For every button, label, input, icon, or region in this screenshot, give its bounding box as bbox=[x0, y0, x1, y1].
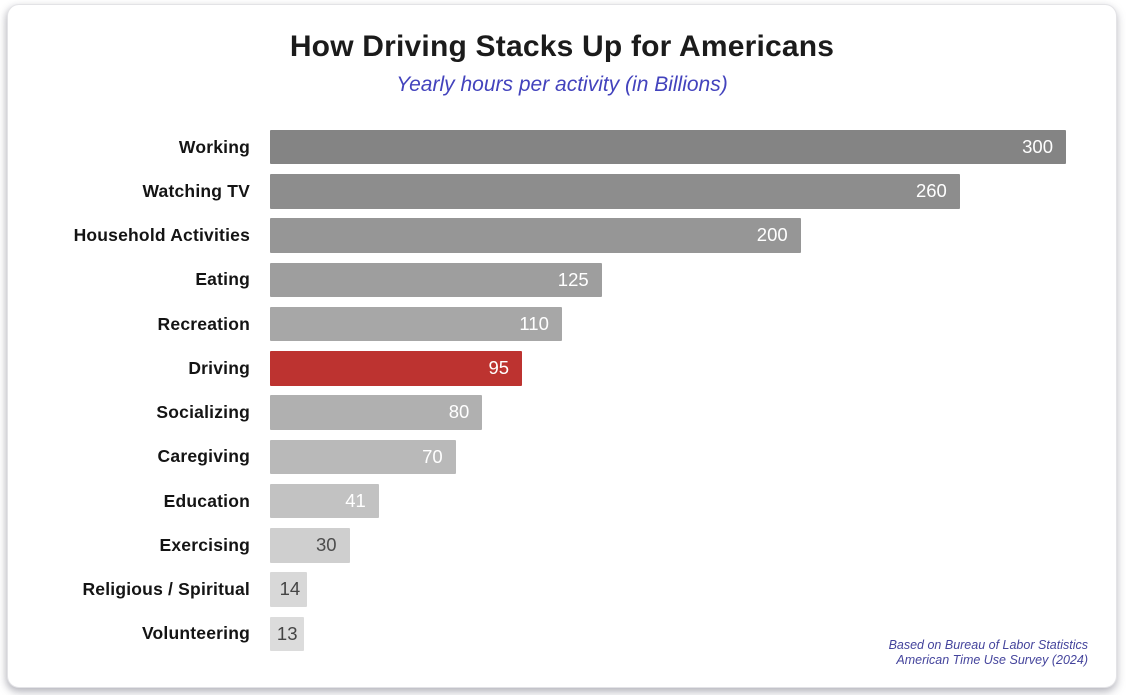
chart-row: Household Activities 200 bbox=[8, 214, 1066, 258]
bar-value: 110 bbox=[519, 312, 549, 334]
bar-value: 70 bbox=[422, 445, 443, 467]
bar-religious-spiritual: 14 bbox=[270, 572, 308, 607]
chart-row: Exercising 30 bbox=[8, 523, 1066, 567]
bar-value: 80 bbox=[448, 401, 470, 423]
bar-working: 300 bbox=[270, 129, 1066, 165]
bar-track: 13 bbox=[270, 616, 1066, 652]
bar-driving: 95 bbox=[270, 351, 523, 386]
bar-watching-tv: 260 bbox=[270, 174, 960, 209]
chart-row: Education 41 bbox=[8, 479, 1066, 523]
bar-chart: Working 300 Watching TV 260 Household Activi… bbox=[8, 125, 1116, 656]
category-label: Socializing bbox=[156, 402, 250, 423]
bar-education: 41 bbox=[270, 483, 379, 519]
chart-row: Eating 125 bbox=[8, 258, 1066, 302]
bar-recreation: 110 bbox=[270, 306, 562, 342]
bar-track: 125 bbox=[270, 262, 1066, 298]
chart-row: Volunteering 13 bbox=[8, 612, 1066, 656]
bar-value: 300 bbox=[1022, 135, 1053, 157]
bar-value: 13 bbox=[276, 622, 298, 644]
chart-rows: Working 300 Watching TV 260 Household Activi… bbox=[8, 125, 1066, 656]
chart-row: Caregiving 70 bbox=[8, 435, 1066, 479]
bar-track: 14 bbox=[270, 572, 1066, 607]
chart-card: How Driving Stacks Up for Americans Year… bbox=[7, 4, 1117, 688]
chart-subtitle: Yearly hours per activity (in Billions) bbox=[396, 73, 728, 96]
category-label: Exercising bbox=[159, 534, 250, 555]
bar-value: 200 bbox=[756, 224, 788, 246]
bar-value: 260 bbox=[915, 180, 947, 202]
bar-track: 41 bbox=[270, 483, 1066, 519]
bar-track: 30 bbox=[270, 528, 1066, 563]
bar-caregiving: 70 bbox=[270, 439, 456, 475]
chart-row: Driving 95 bbox=[8, 346, 1066, 390]
category-label: Eating bbox=[195, 269, 250, 290]
bar-track: 80 bbox=[270, 395, 1066, 430]
source-note: Based on Bureau of Labor Statistics Amer… bbox=[889, 638, 1088, 668]
category-label: Working bbox=[178, 136, 250, 157]
chart-row: Recreation 110 bbox=[8, 302, 1066, 346]
bar-value: 41 bbox=[345, 489, 366, 511]
source-line-2: American Time Use Survey (2024) bbox=[896, 653, 1088, 667]
bar-track: 300 bbox=[270, 129, 1066, 165]
chart-title: How Driving Stacks Up for Americans bbox=[289, 30, 835, 63]
source-line-1: Based on Bureau of Labor Statistics bbox=[888, 638, 1088, 652]
bar-household-activities: 200 bbox=[270, 218, 801, 253]
category-label: Driving bbox=[188, 357, 250, 378]
bar-track: 70 bbox=[270, 439, 1066, 475]
bar-volunteering: 13 bbox=[270, 616, 305, 652]
bar-eating: 125 bbox=[270, 262, 602, 298]
bar-track: 95 bbox=[270, 351, 1066, 386]
bar-track: 260 bbox=[270, 174, 1066, 209]
chart-row: Socializing 80 bbox=[8, 391, 1066, 435]
category-label: Household Activities bbox=[73, 225, 250, 246]
bar-value: 30 bbox=[316, 534, 337, 556]
bar-exercising: 30 bbox=[270, 528, 350, 563]
bar-value: 125 bbox=[557, 268, 589, 290]
chart-row: Religious / Spiritual 14 bbox=[8, 568, 1066, 612]
category-label: Recreation bbox=[157, 313, 250, 334]
category-label: Caregiving bbox=[157, 446, 250, 467]
bar-value: 14 bbox=[279, 578, 301, 600]
category-label: Watching TV bbox=[142, 180, 250, 201]
bar-track: 200 bbox=[270, 218, 1066, 253]
bar-socializing: 80 bbox=[270, 395, 483, 430]
category-label: Education bbox=[163, 490, 250, 511]
category-label: Religious / Spiritual bbox=[82, 579, 250, 600]
chart-row: Working 300 bbox=[8, 125, 1066, 169]
bar-value: 95 bbox=[488, 357, 510, 379]
chart-row: Watching TV 260 bbox=[8, 169, 1066, 213]
category-label: Volunteering bbox=[141, 623, 250, 644]
bar-track: 110 bbox=[270, 306, 1066, 342]
